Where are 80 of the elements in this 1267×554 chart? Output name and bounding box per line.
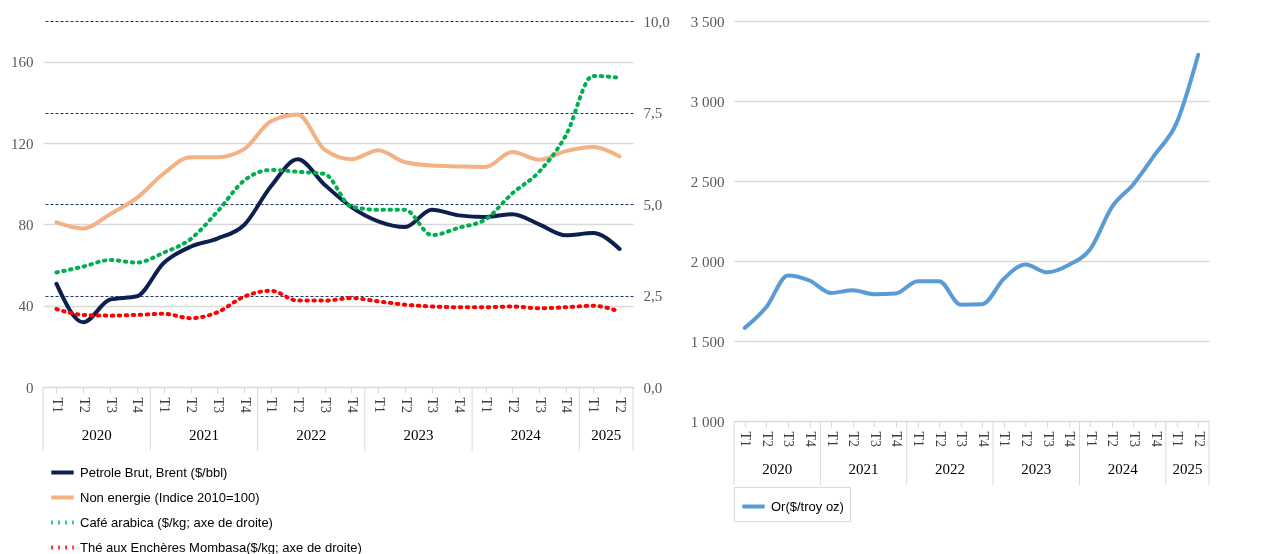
y-tick-label: 0 xyxy=(26,379,34,396)
line-series xyxy=(54,112,622,231)
y-tick-label: 3 000 xyxy=(690,93,725,110)
x-tick-label: T4 xyxy=(803,431,819,448)
y2-tick-label: 0,0 xyxy=(643,379,663,396)
x-tick-label: T2 xyxy=(1018,431,1034,448)
text: 2024 xyxy=(1107,461,1139,477)
x-tick-label: T1 xyxy=(824,431,840,448)
y-tick-label: 40 xyxy=(18,298,34,315)
text: 2020 xyxy=(81,427,112,443)
y-tick-label: 3 500 xyxy=(690,13,725,30)
y-tick-label: 160 xyxy=(11,54,34,71)
text: 2023 xyxy=(403,427,434,443)
x-tick-label: T3 xyxy=(867,431,883,448)
x-tick-label: T2 xyxy=(932,431,948,448)
text: 2025 xyxy=(591,427,622,443)
y-tick-label: 80 xyxy=(18,216,34,233)
text: 2021 xyxy=(848,461,879,477)
x-tick-label: T4 xyxy=(975,431,991,448)
y-tick-label: 1 000 xyxy=(690,413,725,430)
x-tick-label: T3 xyxy=(210,397,226,414)
x-tick-label: T3 xyxy=(532,397,548,414)
text: 2020 xyxy=(762,461,793,477)
legend-label: Café arabica ($/kg; axe de droite) xyxy=(80,514,273,530)
legend-label: Or($/troy oz) xyxy=(771,498,844,514)
x-tick-label: T3 xyxy=(425,397,441,414)
x-tick-label: T4 xyxy=(1148,431,1164,448)
y-tick-label: 1 500 xyxy=(690,333,725,350)
x-tick-label: T1 xyxy=(586,397,602,414)
y-tick-label: 2 500 xyxy=(690,173,725,190)
text: 2025 xyxy=(1172,461,1203,477)
x-tick-label: T3 xyxy=(103,397,119,414)
x-tick-label: T3 xyxy=(781,431,797,448)
x-tick-label: T4 xyxy=(559,397,575,414)
x-tick-label: T4 xyxy=(452,397,468,414)
x-tick-label: T1 xyxy=(997,431,1013,448)
x-tick-label: T2 xyxy=(613,397,629,414)
text: 2021 xyxy=(188,427,219,443)
y-tick-label: 120 xyxy=(11,135,34,152)
y2-tick-label: 10,0 xyxy=(643,13,670,30)
x-tick-label: T2 xyxy=(398,397,414,414)
x-tick-label: T2 xyxy=(1105,431,1121,448)
x-tick-label: T4 xyxy=(1062,431,1078,448)
x-tick-label: T2 xyxy=(1191,431,1207,448)
x-tick-label: T1 xyxy=(479,397,494,414)
text: 2024 xyxy=(510,427,542,443)
x-tick-label: T2 xyxy=(759,431,775,448)
x-tick-label: T1 xyxy=(371,397,387,414)
text: 2022 xyxy=(296,427,327,443)
x-tick-label: T4 xyxy=(889,431,905,448)
line-series xyxy=(742,52,1201,330)
y2-tick-label: 5,0 xyxy=(643,196,663,213)
y2-tick-label: 2,5 xyxy=(643,288,663,304)
x-tick-label: T1 xyxy=(1170,431,1186,448)
y-tick-label: 2 000 xyxy=(690,253,725,270)
x-tick-label: T3 xyxy=(318,397,334,414)
legend-label: Petrole Brut, Brent ($/bbl) xyxy=(80,464,228,480)
x-tick-label: T1 xyxy=(738,431,754,448)
x-tick-label: T1 xyxy=(157,397,173,414)
x-tick-label: T2 xyxy=(291,397,307,414)
text: 2023 xyxy=(1021,461,1052,477)
x-tick-label: T1 xyxy=(911,431,927,448)
x-tick-label: T2 xyxy=(505,397,521,414)
x-tick-label: T2 xyxy=(846,431,862,448)
x-tick-label: T3 xyxy=(954,431,970,448)
x-tick-label: T2 xyxy=(76,397,92,414)
x-tick-label: T4 xyxy=(344,397,360,414)
text: 2022 xyxy=(934,461,965,477)
x-tick-label: T3 xyxy=(1126,431,1142,448)
line-series xyxy=(54,157,622,325)
legend-label: Non energie (Indice 2010=100) xyxy=(80,489,260,505)
y2-tick-label: 7,5 xyxy=(643,105,663,121)
x-tick-label: T4 xyxy=(237,397,253,414)
x-tick-label: T1 xyxy=(264,397,280,414)
x-tick-label: T2 xyxy=(184,397,199,414)
x-tick-label: T1 xyxy=(1083,431,1099,448)
legend-label: Thé aux Enchères Mombasa($/kg; axe de droite) xyxy=(80,539,362,554)
x-tick-label: T1 xyxy=(49,397,65,414)
x-tick-label: T4 xyxy=(130,397,146,414)
x-tick-label: T3 xyxy=(1040,431,1056,448)
